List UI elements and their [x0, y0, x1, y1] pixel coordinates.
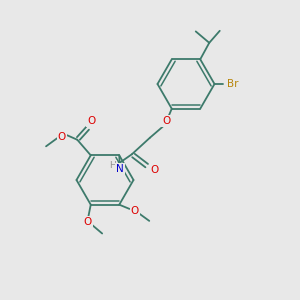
Text: O: O	[131, 206, 139, 216]
Text: H: H	[110, 161, 116, 170]
Text: O: O	[162, 116, 170, 126]
Text: O: O	[84, 217, 92, 227]
Text: O: O	[58, 132, 66, 142]
Text: O: O	[150, 166, 158, 176]
Text: N: N	[116, 164, 124, 174]
Text: O: O	[87, 116, 95, 126]
Text: Br: Br	[227, 79, 239, 89]
